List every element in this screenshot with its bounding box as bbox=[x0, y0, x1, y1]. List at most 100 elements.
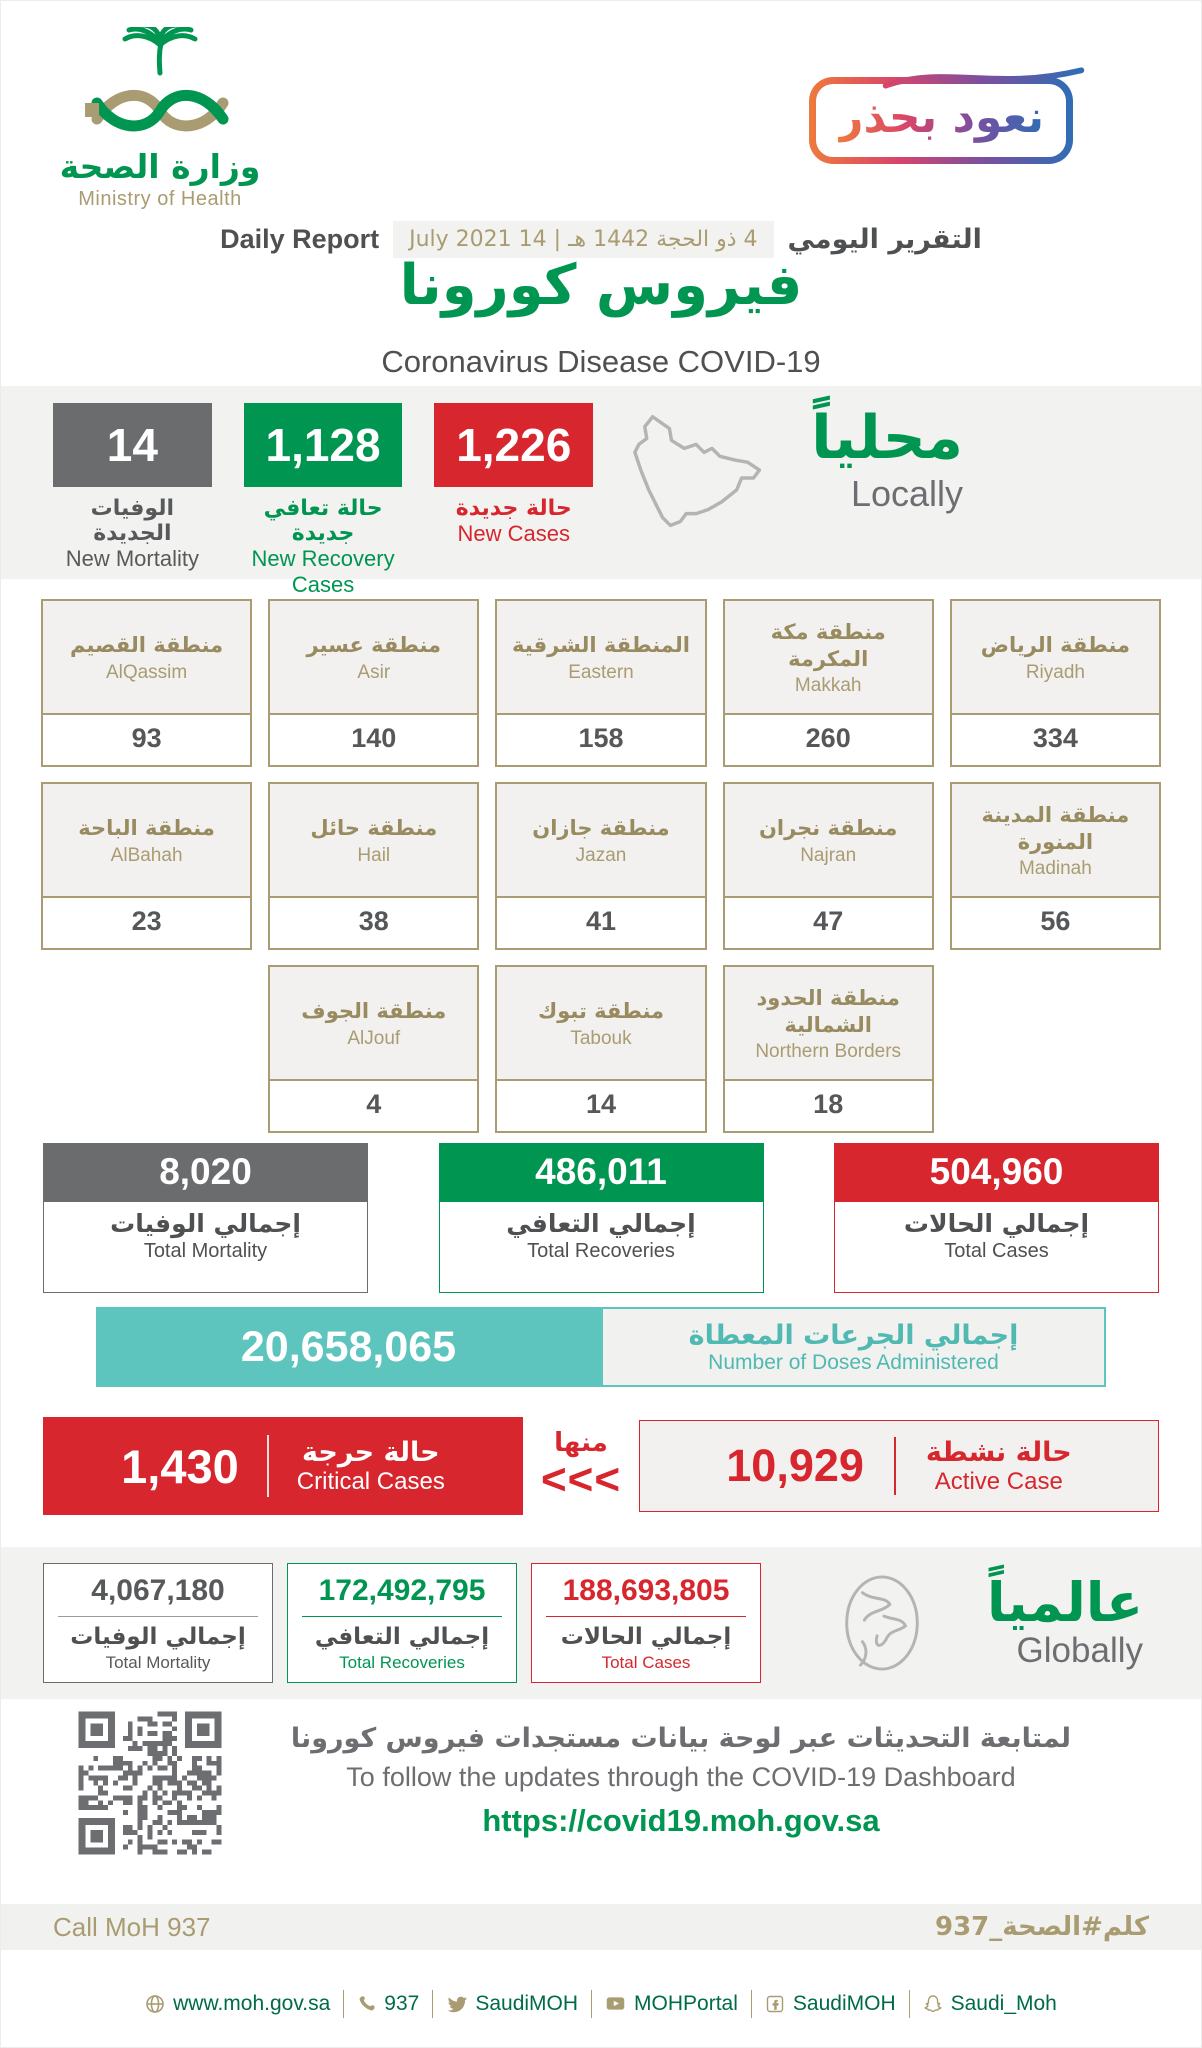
region-card-hail: منطقة حائل Hail 38 bbox=[268, 782, 480, 950]
region-name-ar: منطقة تبوك bbox=[537, 999, 665, 1024]
region-card-aljouf: منطقة الجوف AlJouf 4 bbox=[268, 965, 480, 1133]
of-which-indicator: منها <<< bbox=[523, 1428, 639, 1504]
snapchat-link[interactable]: Saudi_Moh bbox=[923, 1992, 1057, 2016]
twitter-link[interactable]: SaudiMOH bbox=[446, 1992, 578, 2016]
region-card-tabouk: منطقة تبوك Tabouk 14 bbox=[495, 965, 707, 1133]
critical-cases-value: 1,430 bbox=[121, 1439, 239, 1493]
active-cases-value: 10,929 bbox=[726, 1440, 864, 1491]
regions-section: منطقة القصيم AlQassim 93 منطقة عسير Asir 1… bbox=[1, 579, 1201, 1133]
new-recoveries-label-en: New Recovery Cases bbox=[251, 546, 395, 597]
region-new-cases: 56 bbox=[1040, 906, 1071, 936]
stat-new-cases: 1,226 حالة جديدة New Cases bbox=[434, 403, 594, 579]
global-cases-label-en: Total Cases bbox=[601, 1653, 691, 1672]
region-new-cases: 140 bbox=[351, 723, 397, 753]
new-cases-value: 1,226 bbox=[434, 403, 594, 487]
ministry-name-arabic: وزارة الصحة bbox=[59, 147, 261, 186]
regions-grid: منطقة القصيم AlQassim 93 منطقة عسير Asir 1… bbox=[41, 599, 1161, 1133]
total-recoveries-box: 486,011 إجمالي التعافي Total Recoveries bbox=[438, 1143, 764, 1293]
youtube-icon bbox=[606, 1997, 625, 2010]
region-card-makkah: منطقة مكة المكرمة Makkah 260 bbox=[722, 599, 934, 767]
new-cases-label-en: New Cases bbox=[457, 521, 570, 546]
region-new-cases: 14 bbox=[585, 1089, 617, 1119]
region-card-alqassim: منطقة القصيم AlQassim 93 bbox=[41, 599, 253, 767]
total-mortality-label-ar: إجمالي الوفيات bbox=[110, 1209, 301, 1238]
active-cases-label-en: Active Case bbox=[934, 1467, 1063, 1495]
region-name-en: AlJouf bbox=[347, 1027, 401, 1049]
region-card-madinah: منطقة المدينة المنورة Madinah 56 bbox=[949, 782, 1161, 950]
footer-links: www.moh.gov.sa 937 SaudiMOH MOHPortal Sa… bbox=[1, 1950, 1201, 2047]
page-title-arabic: فيروس كورونا bbox=[399, 253, 803, 318]
youtube-link[interactable]: MOHPortal bbox=[605, 1992, 738, 2016]
region-name-en: Riyadh bbox=[1025, 661, 1085, 683]
region-card-jazan: منطقة جازان Jazan 41 bbox=[495, 782, 707, 950]
globe-icon bbox=[845, 1575, 919, 1671]
region-name-ar: منطقة عسير bbox=[306, 633, 442, 658]
total-cases-label-ar: إجمالي الحالات bbox=[903, 1209, 1090, 1238]
twitter-icon bbox=[448, 1996, 468, 2013]
region-name-en: Madinah bbox=[1018, 858, 1092, 880]
total-recoveries-label-en: Total Recoveries bbox=[527, 1240, 675, 1262]
region-name-ar: منطقة الجوف bbox=[301, 999, 447, 1024]
totals-section: 8,020 إجمالي الوفيات Total Mortality 486… bbox=[1, 1121, 1201, 1293]
region-name-en: AlQassim bbox=[105, 661, 188, 683]
global-recoveries-label-en: Total Recoveries bbox=[339, 1653, 465, 1672]
region-name-en: Makkah bbox=[794, 675, 862, 697]
globally-heading: عالمياً Globally bbox=[931, 1574, 1143, 1672]
region-card-najran: منطقة نجران Najran 47 bbox=[722, 782, 934, 950]
stat-new-mortality: 14 الوفيات الجديدة New Mortality bbox=[53, 403, 212, 579]
region-new-cases: 38 bbox=[358, 906, 389, 936]
region-name-ar: منطقة الباحة bbox=[78, 816, 215, 841]
new-recoveries-value: 1,128 bbox=[243, 403, 403, 487]
region-card-asir: منطقة عسير Asir 140 bbox=[268, 599, 480, 767]
globe-icon bbox=[146, 1994, 164, 2013]
new-recoveries-label-ar: حالة تعافي جديدة bbox=[263, 496, 383, 546]
region-new-cases: 41 bbox=[585, 906, 617, 936]
doses-section: 20,658,065 إجمالي الجرعات المعطاة Number… bbox=[1, 1293, 1201, 1389]
dashboard-url-link[interactable]: https://covid19.moh.gov.sa bbox=[482, 1803, 880, 1838]
chevrons-left-icon: <<< bbox=[540, 1455, 622, 1505]
global-cases-box: 188,693,805 إجمالي الحالات Total Cases bbox=[531, 1563, 761, 1683]
region-new-cases: 23 bbox=[131, 906, 162, 936]
divider bbox=[750, 1989, 752, 2018]
divider bbox=[343, 1989, 345, 2018]
divider bbox=[266, 1435, 269, 1497]
qr-code bbox=[76, 1709, 224, 1857]
region-card-northern-borders: منطقة الحدود الشمالية Northern Borders 18 bbox=[722, 965, 934, 1133]
phone-link[interactable]: 937 bbox=[357, 1992, 419, 2016]
region-new-cases: 93 bbox=[131, 723, 162, 753]
dashboard-section: لمتابعة التحديثات عبر لوحة بيانات مستجدا… bbox=[1, 1699, 1201, 1904]
region-new-cases: 4 bbox=[366, 1089, 382, 1119]
date-row: Daily Report 4 ذو الحجة 1442 هـ | 14 Jul… bbox=[1, 221, 1201, 258]
critical-cases-label-ar: حالة حرجة bbox=[302, 1436, 440, 1468]
region-card-riyadh: منطقة الرياض Riyadh 334 bbox=[949, 599, 1161, 767]
report-date: 4 ذو الحجة 1442 هـ | 14 July 2021 bbox=[393, 221, 774, 258]
global-cases-label-ar: إجمالي الحالات bbox=[560, 1624, 732, 1650]
return-with-caution-badge: نعود بحذر bbox=[809, 67, 1085, 164]
doses-label-en: Number of Doses Administered bbox=[708, 1350, 999, 1374]
new-mortality-value: 14 bbox=[53, 403, 212, 487]
region-name-en: Hail bbox=[357, 844, 391, 866]
total-recoveries-value: 486,011 bbox=[439, 1144, 763, 1202]
region-new-cases: 47 bbox=[813, 906, 844, 936]
website-link[interactable]: www.moh.gov.sa bbox=[145, 1992, 330, 2016]
global-recoveries-label-ar: إجمالي التعافي bbox=[314, 1624, 490, 1650]
locally-heading: محلياً Locally bbox=[811, 403, 963, 579]
call-moh-label-ar: كلم#الصحة_937 bbox=[935, 1912, 1149, 1942]
region-name-ar: منطقة المدينة المنورة bbox=[981, 802, 1130, 854]
badge-slogan: نعود بحذر bbox=[838, 92, 1044, 143]
facebook-link[interactable]: SaudiMOH bbox=[765, 1992, 896, 2016]
divider bbox=[432, 1989, 434, 2018]
region-name-ar: منطقة القصيم bbox=[70, 633, 224, 658]
global-recoveries-box: 172,492,795 إجمالي التعافي Total Recover… bbox=[287, 1563, 517, 1683]
locally-section: 14 الوفيات الجديدة New Mortality 1,128 ح… bbox=[1, 386, 1201, 597]
moh-logo-icon bbox=[85, 22, 229, 132]
dashboard-note-en: To follow the updates through the COVID-… bbox=[346, 1762, 1016, 1792]
region-name-ar: منطقة مكة المكرمة bbox=[770, 619, 886, 671]
total-cases-label-en: Total Cases bbox=[944, 1240, 1049, 1262]
stat-new-recoveries: 1,128 حالة تعافي جديدة New Recovery Case… bbox=[243, 403, 403, 597]
critical-active-section: 1,430 حالة حرجة Critical Cases منها <<< … bbox=[1, 1389, 1201, 1525]
region-name-en: Northern Borders bbox=[755, 1041, 902, 1063]
daily-report-label-ar: التقرير اليومي bbox=[787, 224, 982, 255]
region-new-cases: 260 bbox=[805, 723, 851, 753]
